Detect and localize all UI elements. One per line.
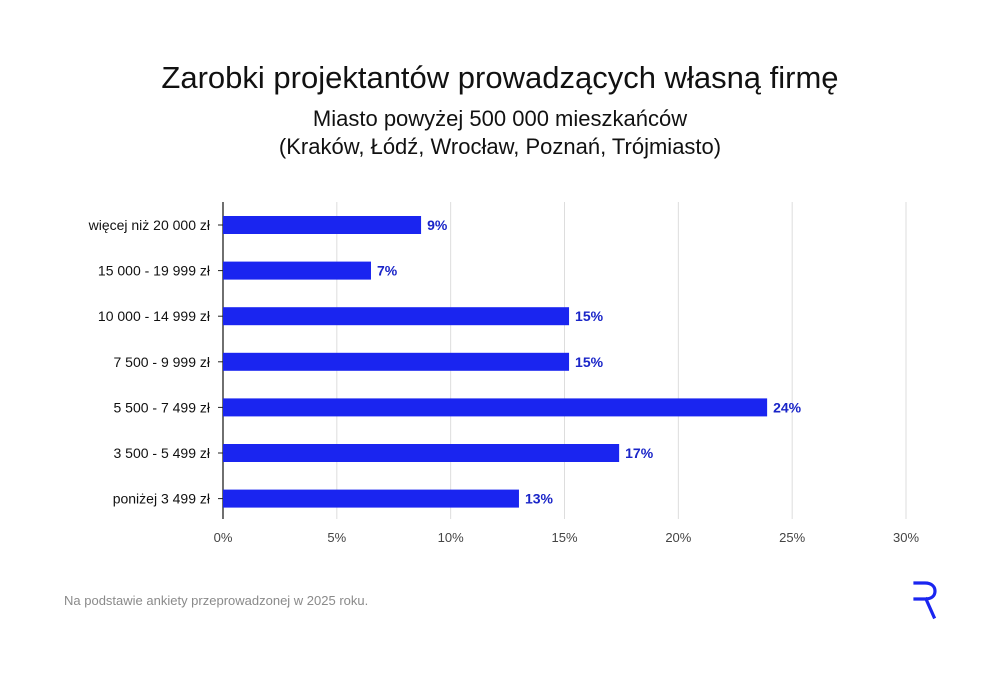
data-label: 13% [525,491,554,507]
bar [223,489,519,508]
data-label: 24% [773,399,802,415]
category-label: 10 000 - 14 999 zł [98,308,211,324]
data-label: 15% [575,354,604,370]
chart-subtitle-line-2: (Kraków, Łódź, Wrocław, Poznań, Trójmias… [278,134,722,159]
x-tick-label: 20% [665,530,691,545]
chart-subtitle-line-1: Miasto powyżej 500 000 mieszkańców [312,106,688,131]
x-tick-label: 15% [551,530,577,545]
chart-title: Zarobki projektantów prowadzących własną… [161,60,839,95]
x-tick-label: 10% [438,530,464,545]
data-label: 17% [625,445,654,461]
bar [223,307,570,326]
bar [223,261,371,280]
data-label: 9% [427,217,448,233]
bar [223,216,422,234]
category-label: 15 000 - 19 999 zł [98,263,211,279]
data-label: 15% [575,308,604,324]
x-tick-label: 0% [214,530,233,545]
bar [223,398,768,417]
x-tick-label: 25% [779,530,805,545]
bar [223,352,570,371]
x-tick-label: 30% [893,530,919,545]
category-label: 3 500 - 5 499 zł [113,445,210,461]
category-label: 5 500 - 7 499 zł [113,399,210,415]
category-label: poniżej 3 499 zł [113,491,211,507]
category-label: więcej niż 20 000 zł [88,217,211,233]
bar [223,444,620,462]
category-label: 7 500 - 9 999 zł [113,354,210,370]
r-logo-icon [913,581,937,620]
x-tick-label: 5% [327,530,346,545]
source-footnote: Na podstawie ankiety przeprowadzonej w 2… [64,593,369,608]
data-label: 7% [377,263,398,279]
